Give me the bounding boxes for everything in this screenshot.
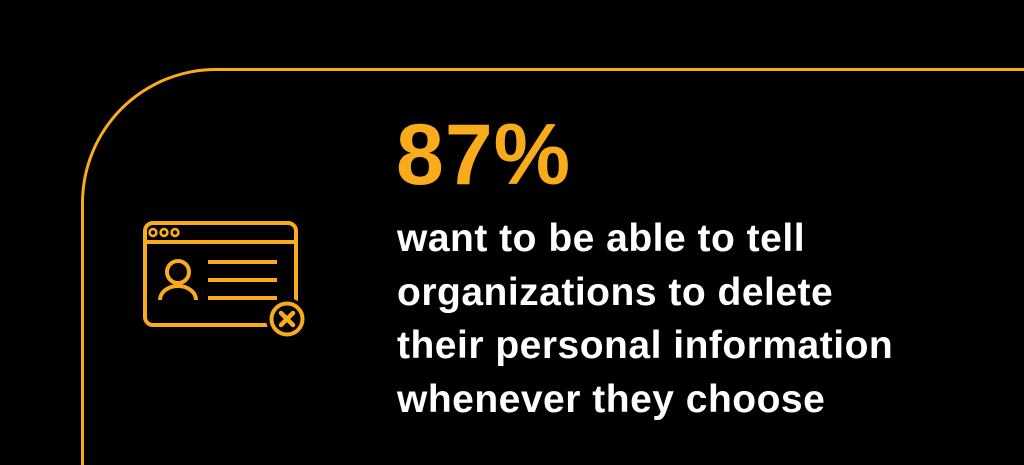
stat-description-line: whenever they choose xyxy=(397,377,826,421)
titlebar-dot-icon xyxy=(148,227,158,238)
stat-description-line: their personal information xyxy=(397,324,894,367)
stat-description: want to be able to tell organizations to… xyxy=(397,212,893,426)
stat-description-line: want to be able to tell xyxy=(397,217,806,260)
stat-description-line: organizations to delete xyxy=(397,270,834,314)
delete-badge-circle-icon xyxy=(269,301,305,337)
person-body-icon xyxy=(158,284,198,301)
stat-value: 87% xyxy=(396,107,572,203)
profile-window-delete-icon xyxy=(136,216,312,342)
browser-window-outline xyxy=(143,221,298,327)
titlebar-dot-icon xyxy=(170,227,180,238)
delete-x-icon xyxy=(278,310,296,328)
rounded-frame-border xyxy=(81,68,1024,465)
person-head-icon xyxy=(165,259,191,285)
titlebar-dot-icon xyxy=(159,227,169,238)
